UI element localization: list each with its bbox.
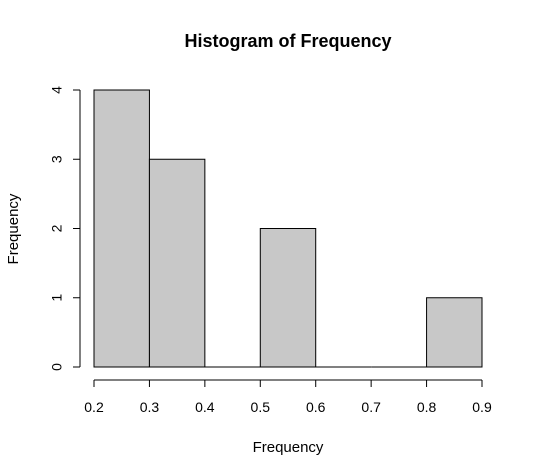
y-axis-label: Frequency: [5, 193, 22, 264]
y-tick-label: 2: [49, 224, 65, 232]
x-tick-label: 0.4: [195, 399, 215, 415]
histogram-bar: [426, 297, 483, 368]
x-tick-label: 0.9: [472, 399, 492, 415]
x-tick-label: 0.2: [84, 399, 104, 415]
y-tick-label: 1: [49, 294, 65, 302]
bars-group: [93, 89, 483, 368]
histogram-bar: [259, 228, 317, 368]
y-tick-label: 3: [49, 155, 65, 163]
x-axis: 0.2 0.3 0.4 0.5 0.6 0.7 0.8 0.9: [84, 379, 492, 415]
y-tick-label: 4: [49, 86, 65, 94]
x-tick-label: 0.3: [140, 399, 160, 415]
histogram-bar: [93, 89, 150, 368]
y-tick-label: 0: [49, 363, 65, 371]
x-axis-label: Frequency: [253, 439, 324, 456]
x-tick-label: 0.7: [361, 399, 381, 415]
chart-title: Histogram of Frequency: [184, 31, 391, 51]
y-axis: 0 1 2 3 4: [49, 86, 81, 371]
x-tick-label: 0.5: [251, 399, 271, 415]
x-tick-label: 0.8: [417, 399, 437, 415]
histogram-bar: [148, 158, 206, 368]
x-tick-label: 0.6: [306, 399, 326, 415]
